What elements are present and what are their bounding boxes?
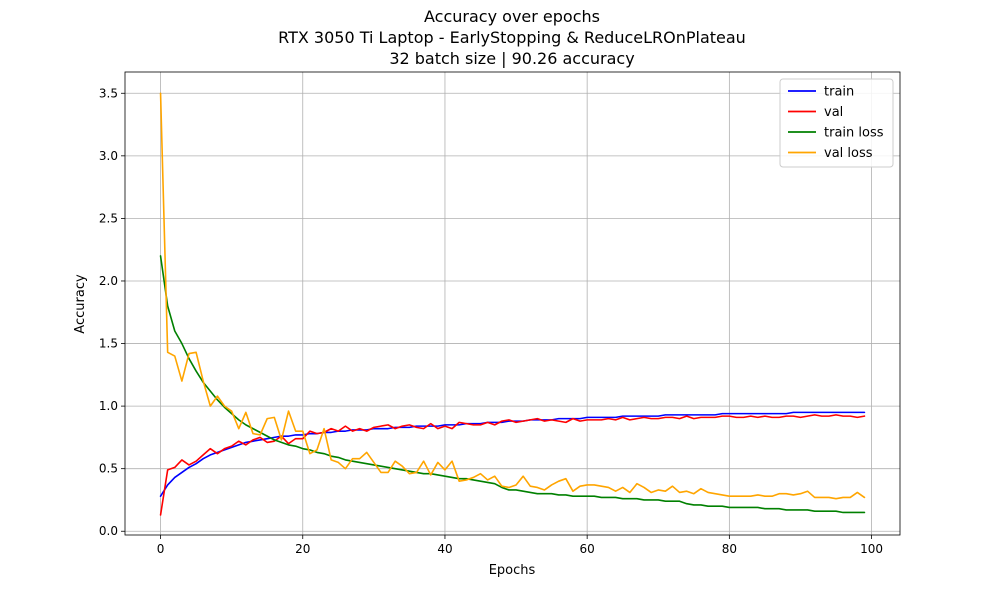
chart-title: Accuracy over epochs (424, 7, 600, 26)
x-tick-label: 100 (860, 542, 883, 556)
y-tick-label: 2.5 (99, 211, 118, 225)
series-lines (159, 92, 866, 516)
legend-label-val-loss: val loss (824, 146, 873, 161)
y-tick-label: 1.0 (99, 399, 118, 413)
chart-subtitle-line-2: 32 batch size | 90.26 accuracy (389, 49, 634, 68)
x-tick-label: 20 (295, 542, 310, 556)
legend-label-val: val (824, 105, 843, 120)
legend: train val train loss val loss (779, 78, 894, 168)
y-tick-label: 3.5 (99, 86, 118, 100)
y-tick-label: 0.5 (99, 462, 118, 476)
y-tick-label: 2.0 (99, 274, 118, 288)
x-tick-label: 80 (722, 542, 737, 556)
x-axis-label: Epochs (489, 563, 536, 578)
axis-ticks: 0 20 40 60 80 100 0.0 0.5 1.0 1.5 2.0 2.5 3.0 3.5 (99, 86, 883, 556)
x-tick-label: 60 (580, 542, 595, 556)
y-tick-label: 0.0 (99, 524, 118, 538)
x-tick-label: 0 (157, 542, 165, 556)
series-line-train-loss (159, 255, 866, 514)
series-line-val (159, 414, 866, 516)
x-tick-label: 40 (437, 542, 452, 556)
series-line-val-loss (159, 92, 866, 500)
legend-label-train: train (824, 85, 854, 100)
y-tick-label: 3.0 (99, 149, 118, 163)
chart-subtitle-line-1: RTX 3050 Ti Laptop - EarlyStopping & Red… (278, 28, 746, 47)
y-tick-label: 1.5 (99, 337, 118, 351)
y-axis-label: Accuracy (73, 274, 88, 334)
grid (125, 72, 900, 535)
legend-label-train-loss: train loss (824, 126, 884, 141)
plot-frame (124, 71, 901, 536)
legend-box (779, 78, 894, 168)
